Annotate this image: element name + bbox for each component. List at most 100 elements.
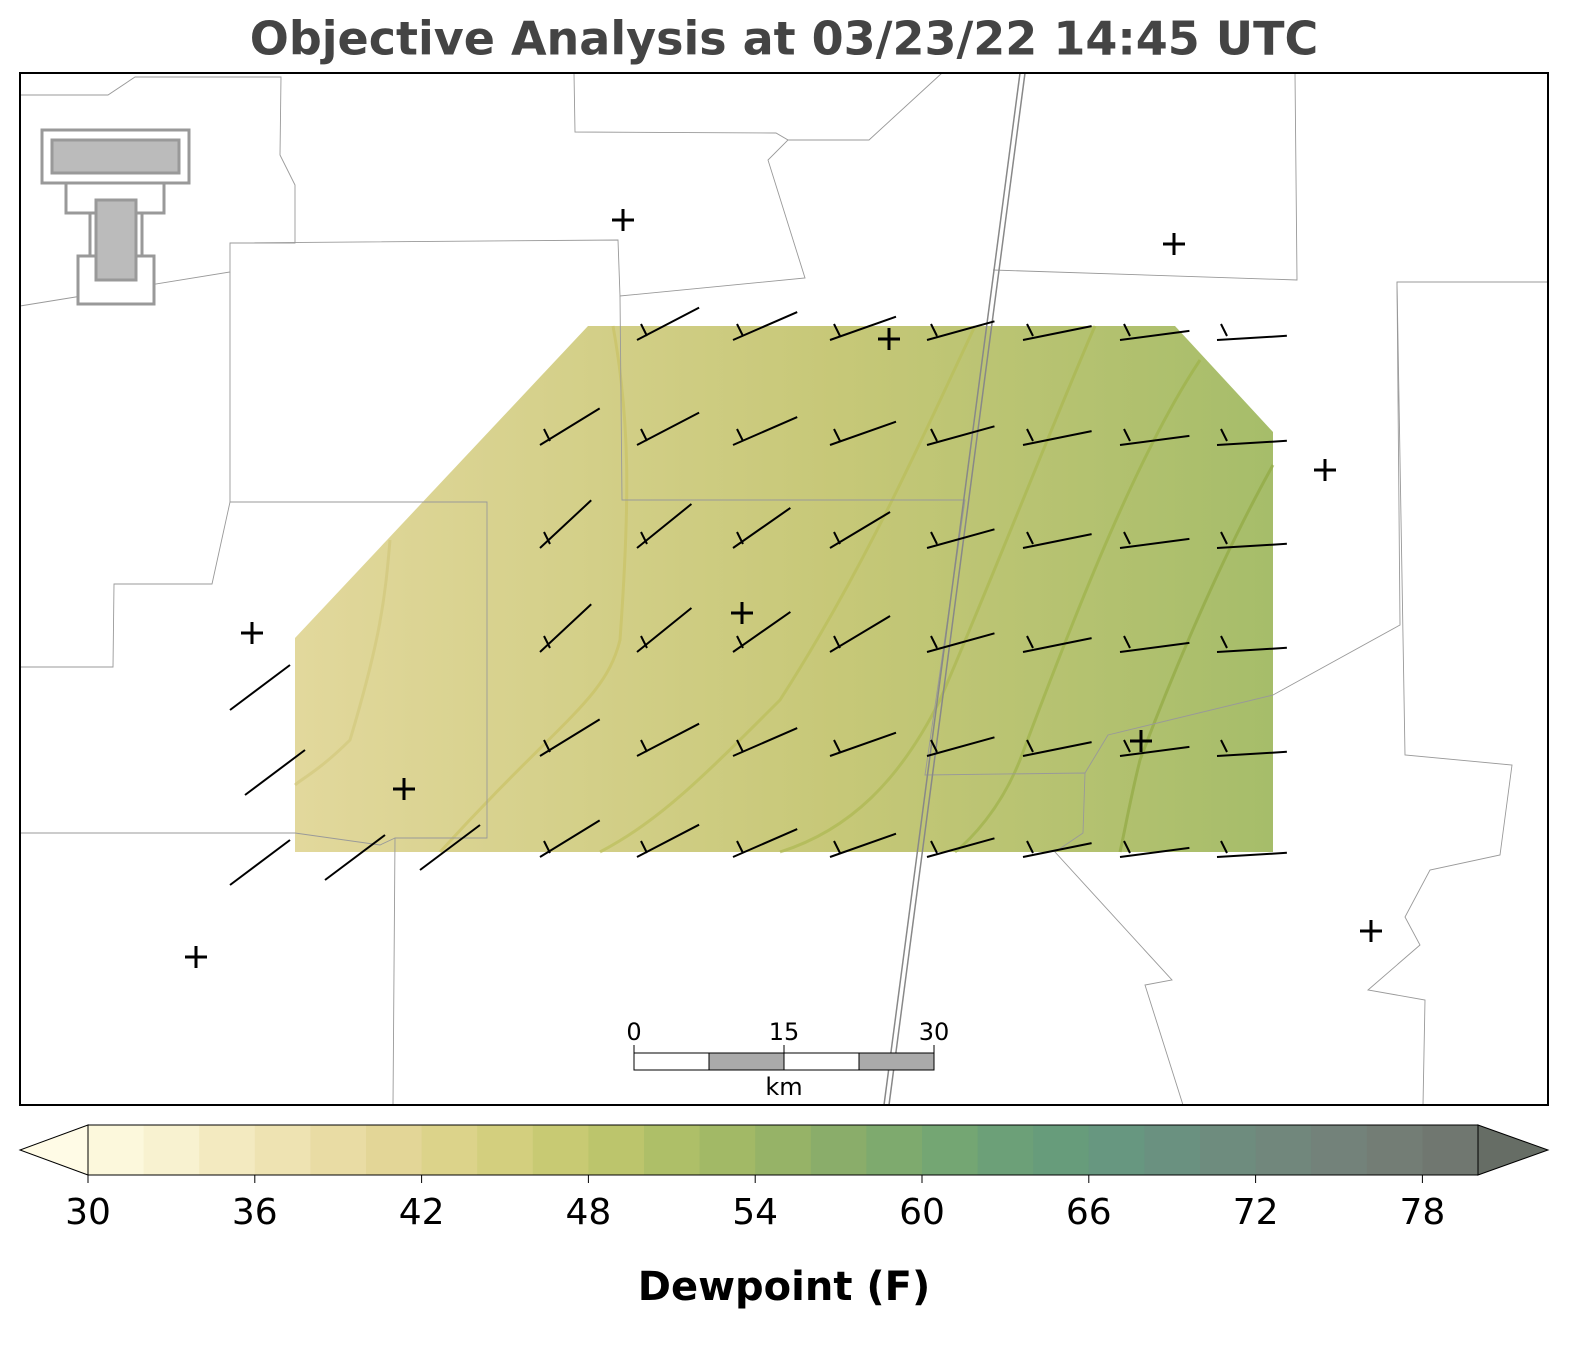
color-bin	[1255, 1125, 1312, 1175]
colorbar-tick-label: 78	[1399, 1192, 1445, 1233]
colorbar-tick-label: 60	[899, 1192, 945, 1233]
wind-barb	[926, 736, 995, 757]
color-bin	[532, 1125, 589, 1175]
color-bin	[1088, 1125, 1145, 1175]
scale-segment	[858, 1052, 935, 1071]
colorbar-tick-label: 54	[732, 1192, 778, 1233]
wind-barb	[829, 511, 891, 549]
color-bin	[1422, 1125, 1479, 1175]
interstate	[883, 72, 1026, 1106]
scale-unit: km	[765, 1073, 802, 1101]
wind-barb	[1216, 531, 1287, 549]
color-bin	[254, 1125, 311, 1175]
wind-barb	[732, 311, 798, 341]
scale-segment	[783, 1052, 860, 1071]
color-bin	[1366, 1125, 1423, 1175]
dewpoint-field	[295, 326, 1273, 852]
wind-barb	[1022, 531, 1092, 549]
stations	[185, 209, 1382, 968]
color-bin	[644, 1125, 701, 1175]
wind-barb	[732, 507, 791, 549]
color-bin	[143, 1125, 200, 1175]
colorbar-over	[1477, 1124, 1550, 1176]
scale-bar: 0 15 30 km	[626, 1018, 949, 1101]
station-marker	[241, 622, 263, 644]
wind-barb	[229, 839, 291, 886]
station-marker	[1163, 233, 1185, 255]
wind-barb	[926, 425, 995, 446]
color-bin	[1144, 1125, 1201, 1175]
wind-barb	[1119, 323, 1190, 341]
wind-barb	[1216, 840, 1287, 858]
wind-barb	[1216, 428, 1287, 446]
wind-barb	[229, 664, 291, 711]
colorbar-tick-label: 36	[232, 1192, 278, 1233]
map-title: Objective Analysis at 03/23/22 14:45 UTC	[250, 12, 1319, 66]
scale-label: 30	[919, 1018, 950, 1046]
colorbar-tick-label: 30	[65, 1192, 111, 1233]
wind-barb	[636, 411, 700, 446]
scale-segment	[633, 1052, 710, 1071]
color-bin	[922, 1125, 979, 1175]
wind-barb	[636, 823, 700, 858]
color-bin	[88, 1125, 145, 1175]
wind-barb	[926, 632, 995, 653]
wind-barb	[732, 727, 798, 757]
wind-barb	[539, 819, 601, 858]
colorbar-tick-label: 72	[1233, 1192, 1279, 1233]
wind-barb	[829, 731, 897, 757]
color-bin	[1311, 1125, 1368, 1175]
scale-segment	[708, 1052, 785, 1071]
map-frame	[19, 72, 1549, 1106]
wind-barb	[732, 828, 798, 858]
wind-barb	[1022, 840, 1092, 858]
wind-barb	[324, 834, 386, 881]
color-bin	[199, 1125, 256, 1175]
wind-barb	[636, 607, 693, 653]
colorbar-under	[18, 1124, 89, 1176]
wind-barb	[1216, 635, 1287, 653]
color-bin	[699, 1125, 756, 1175]
wind-barb	[829, 420, 897, 446]
wind-barb	[1119, 428, 1190, 446]
colorbar-tick-label: 42	[399, 1192, 445, 1233]
wind-barb	[829, 832, 897, 858]
color-bin	[421, 1125, 478, 1175]
contours	[293, 325, 1275, 854]
station-marker	[1360, 920, 1382, 942]
wind-barb	[1022, 428, 1092, 446]
color-bin	[755, 1125, 812, 1175]
wind-barb	[1119, 635, 1190, 653]
wind-barb	[926, 528, 995, 549]
wind-barb	[1216, 739, 1287, 757]
color-bin	[477, 1125, 534, 1175]
county-lines	[19, 72, 1548, 1106]
wind-barb	[419, 824, 481, 871]
wind-barb	[539, 603, 592, 653]
colorbar-tick-label: 48	[565, 1192, 611, 1233]
color-bin	[866, 1125, 923, 1175]
wind-barb	[539, 499, 592, 549]
wind-barb	[926, 320, 995, 341]
wind-barb	[732, 611, 791, 653]
station-marker	[1314, 459, 1336, 481]
colorbar-tick-label: 66	[1066, 1192, 1112, 1233]
wind-barb	[829, 615, 891, 653]
station-marker	[1130, 730, 1152, 752]
station-marker	[612, 209, 634, 231]
wind-barb	[1022, 739, 1092, 757]
color-bin	[310, 1125, 367, 1175]
wind-barb	[1119, 840, 1190, 858]
wind-barb	[829, 315, 897, 341]
station-marker	[185, 946, 207, 968]
wind-barb	[636, 722, 700, 757]
wind-barb	[1216, 323, 1287, 341]
colorbar-frame	[87, 1124, 1479, 1176]
logo	[40, 128, 191, 306]
wind-barbs	[229, 306, 1287, 886]
color-bin	[810, 1125, 867, 1175]
wind-barb	[539, 718, 601, 757]
scale-label: 0	[626, 1018, 641, 1046]
wind-barb	[1119, 739, 1190, 757]
